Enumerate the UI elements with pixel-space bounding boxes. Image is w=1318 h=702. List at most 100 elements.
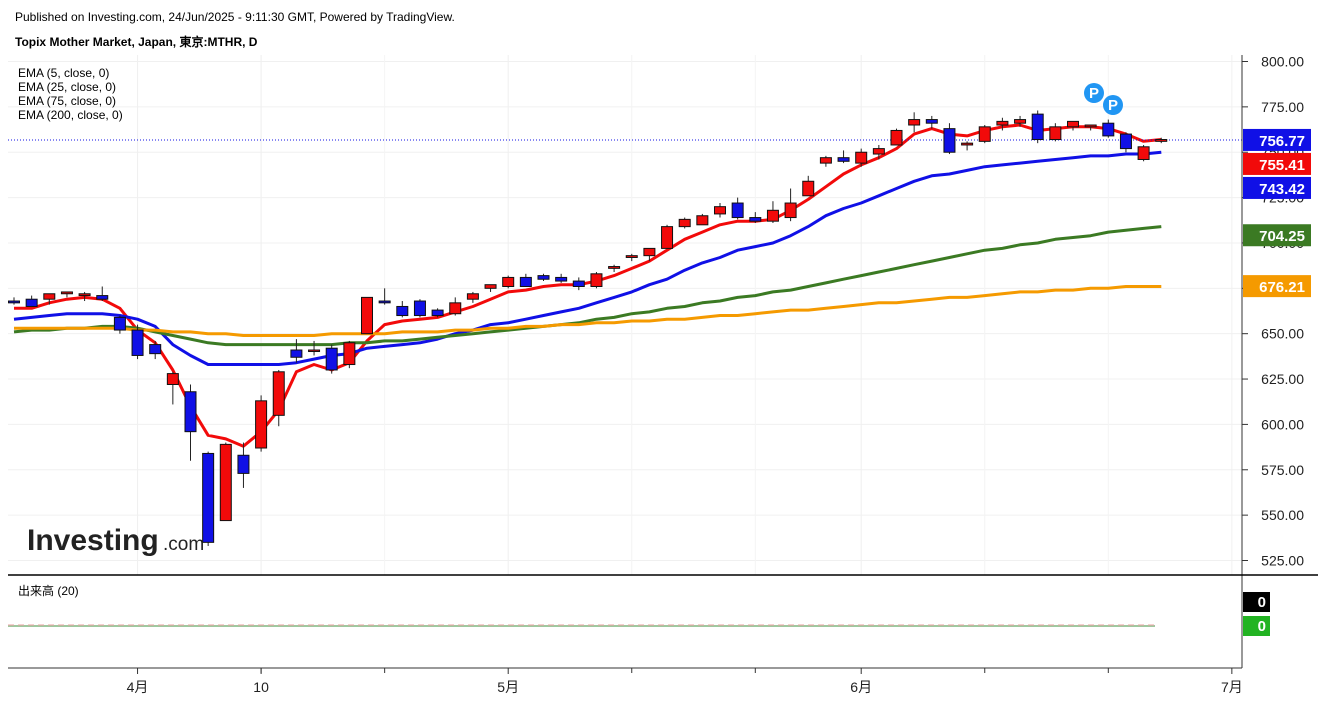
candle-body [625,255,638,258]
last-value-badge [1243,176,1311,199]
legend-ema5: EMA (5, close, 0) [18,66,109,80]
candle-body [1049,126,1062,141]
candle-body [308,349,321,353]
candle-body [378,300,391,304]
candle-body [1102,122,1115,137]
y-tick-label: 525.00 [1261,553,1304,569]
candle-body [872,148,885,155]
ema5-line [14,123,1162,448]
last-value-text: 743.42 [1259,181,1305,198]
legend-ema75: EMA (75, close, 0) [18,94,116,108]
candle-body [431,309,444,317]
p-markers[interactable]: P P [1084,83,1123,115]
candle-body [131,329,144,356]
watermark-suffix: .com [163,534,204,555]
x-tick-label: 10 [253,679,269,695]
candle-body [343,342,356,366]
volume-label: 出来高 (20) [18,583,79,598]
candle-body [202,452,215,543]
candle-body [643,247,656,257]
candle-body [449,302,462,315]
last-value-badge [1243,224,1311,247]
candle-body [519,276,532,288]
candle-body [696,215,709,226]
x-tick-label: 7月 [1221,679,1243,695]
ema200-line [14,285,1162,337]
last-value-badge [1243,275,1311,298]
candle-body [819,157,832,164]
y-tick-label: 650.00 [1261,326,1304,342]
candle-body [149,344,162,355]
candle-body [466,293,479,300]
x-tick-label: 5月 [497,679,519,695]
candle-body [802,180,815,197]
candle-body [766,209,779,222]
y-tick-label: 800.00 [1261,54,1304,70]
candle-body [290,349,303,358]
volume-value: 0 [1258,594,1266,611]
ema75-line [13,225,1162,347]
investing-watermark: Investing .com [27,524,204,557]
p-marker-icon [1103,95,1123,115]
candle-body [78,293,91,297]
candle-body [1155,139,1168,142]
candle-body [1031,113,1044,141]
candle-body [943,128,956,153]
candle-body [1014,119,1027,124]
candle-body [1137,146,1150,160]
candle-body [572,280,585,288]
volume-pane: 出来高 (20) 0 0 [8,583,1270,636]
volume-value-badge [1243,592,1270,612]
legend-ema200: EMA (200, close, 0) [18,108,123,122]
candle-body [714,206,726,215]
y-tick-label: 550.00 [1261,507,1304,523]
candle-body [608,266,621,269]
candle-body [855,151,868,164]
volume-ma-value: 0 [1258,618,1266,635]
candle-body [978,126,991,142]
candle-body [890,129,903,146]
last-value-labels: 756.77 755.41 743.42 704.25 676.21 [1243,128,1311,298]
watermark-brand: Investing [27,524,159,557]
symbol-title[interactable]: Topix Mother Market, Japan, 東京:MTHR, D [15,35,258,49]
x-tick-label: 4月 [127,679,149,695]
candle-body [908,119,921,126]
candle-body [413,300,426,317]
candle-body [590,273,603,288]
last-value-badge [1243,152,1311,175]
candle-body [961,142,974,146]
candle-body [60,291,73,295]
candle-body [1119,133,1132,150]
candle-body [925,119,938,124]
candle-body [255,400,268,449]
candle-body [1067,120,1079,128]
candle-body [325,347,338,371]
candle-body [113,316,126,331]
volume-ma-badge [1243,616,1270,636]
last-value-text: 676.21 [1259,279,1305,296]
y-tick-label: 775.00 [1261,99,1304,115]
candle-body [166,373,179,385]
candle-body [184,391,197,433]
candle-body [219,443,232,522]
candle-body [25,298,38,307]
candle-body [43,293,56,300]
p-marker-icon [1084,83,1104,103]
candle-body [555,276,568,282]
candle-body [784,202,797,219]
ema-lines [8,123,1242,448]
candle-body [237,454,250,474]
candle-body [837,157,850,162]
legend-ema25: EMA (25, close, 0) [18,80,116,94]
y-tick-label: 575.00 [1261,462,1304,478]
candle-body [749,217,762,222]
candle-body [537,275,550,280]
candle-body [396,305,409,317]
candle-body [731,202,744,219]
last-value-badge [1243,128,1311,151]
publisher-caption: Published on Investing.com, 24/Jun/2025 … [15,10,455,24]
candlestick-series [8,110,1168,546]
candle-body [661,226,674,249]
p-marker-text: P [1089,85,1099,102]
